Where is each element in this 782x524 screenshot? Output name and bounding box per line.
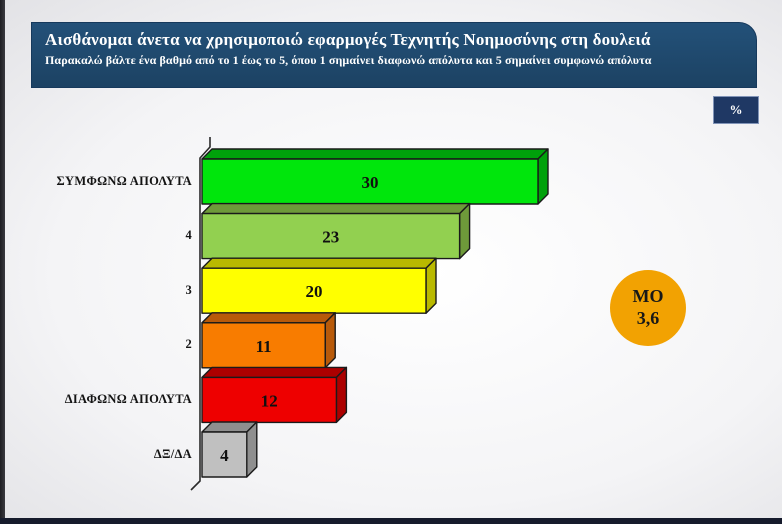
bar-front-face	[201, 431, 248, 478]
bar-side-face	[537, 148, 549, 205]
bar-front-face	[201, 376, 338, 424]
question-header: Αισθάνομαι άνετα να χρησιμοποιώ εφαρμογέ…	[31, 22, 757, 88]
slide-bottom-border	[0, 518, 782, 524]
category-label-0: ΣΥΜΦΩΝΩ ΑΠΟΛΥΤΑ	[56, 173, 192, 188]
bar-3: 11	[201, 312, 336, 369]
bar-value-label: 20	[306, 282, 323, 301]
slide-left-border	[0, 0, 5, 524]
bar-side-face	[246, 421, 258, 478]
bar-side-face	[458, 202, 471, 260]
mean-label: ΜΟ	[632, 286, 664, 307]
bar-4: 12	[201, 366, 348, 424]
category-label-5: ΔΞ/ΔΑ	[153, 446, 192, 461]
bar-0: 30	[201, 148, 549, 205]
bar-top-face	[201, 312, 336, 324]
bar-top-face	[201, 366, 348, 379]
bar-front-face	[201, 158, 539, 205]
bar-top-face	[201, 202, 471, 215]
question-title: Αισθάνομαι άνετα να χρησιμοποιώ εφαρμογέ…	[45, 30, 651, 49]
category-label-2: 3	[185, 282, 192, 297]
bar-value-label: 12	[261, 391, 278, 410]
bar-value-label: 11	[256, 337, 272, 356]
unit-percent-badge: %	[713, 96, 759, 124]
bar-2: 20	[201, 257, 437, 314]
bar-value-label: 23	[322, 228, 339, 247]
question-subtitle: Παρακαλώ βάλτε ένα βαθμό από το 1 έως το…	[45, 53, 652, 67]
bar-1: 23	[201, 202, 471, 260]
bar-top-face	[201, 257, 437, 269]
unit-percent-label: %	[729, 102, 743, 117]
mean-score-badge: ΜΟ 3,6	[610, 270, 686, 346]
category-label-4: ΔΙΑΦΩΝΩ ΑΠΟΛΥΤΑ	[64, 391, 192, 406]
bar-front-face	[201, 212, 461, 260]
bar-value-label: 30	[362, 173, 379, 192]
bar-top-face	[201, 148, 549, 160]
bar-side-face	[324, 312, 336, 369]
bar-value-label: 4	[220, 446, 229, 465]
category-axis	[190, 137, 211, 491]
bar-5: 4	[201, 421, 258, 478]
bar-front-face	[201, 267, 427, 314]
category-label-1: 4	[185, 228, 192, 243]
category-label-3: 2	[185, 337, 192, 352]
mean-value: 3,6	[636, 308, 660, 328]
bar-side-face	[335, 366, 348, 424]
bar-side-face	[425, 257, 437, 314]
